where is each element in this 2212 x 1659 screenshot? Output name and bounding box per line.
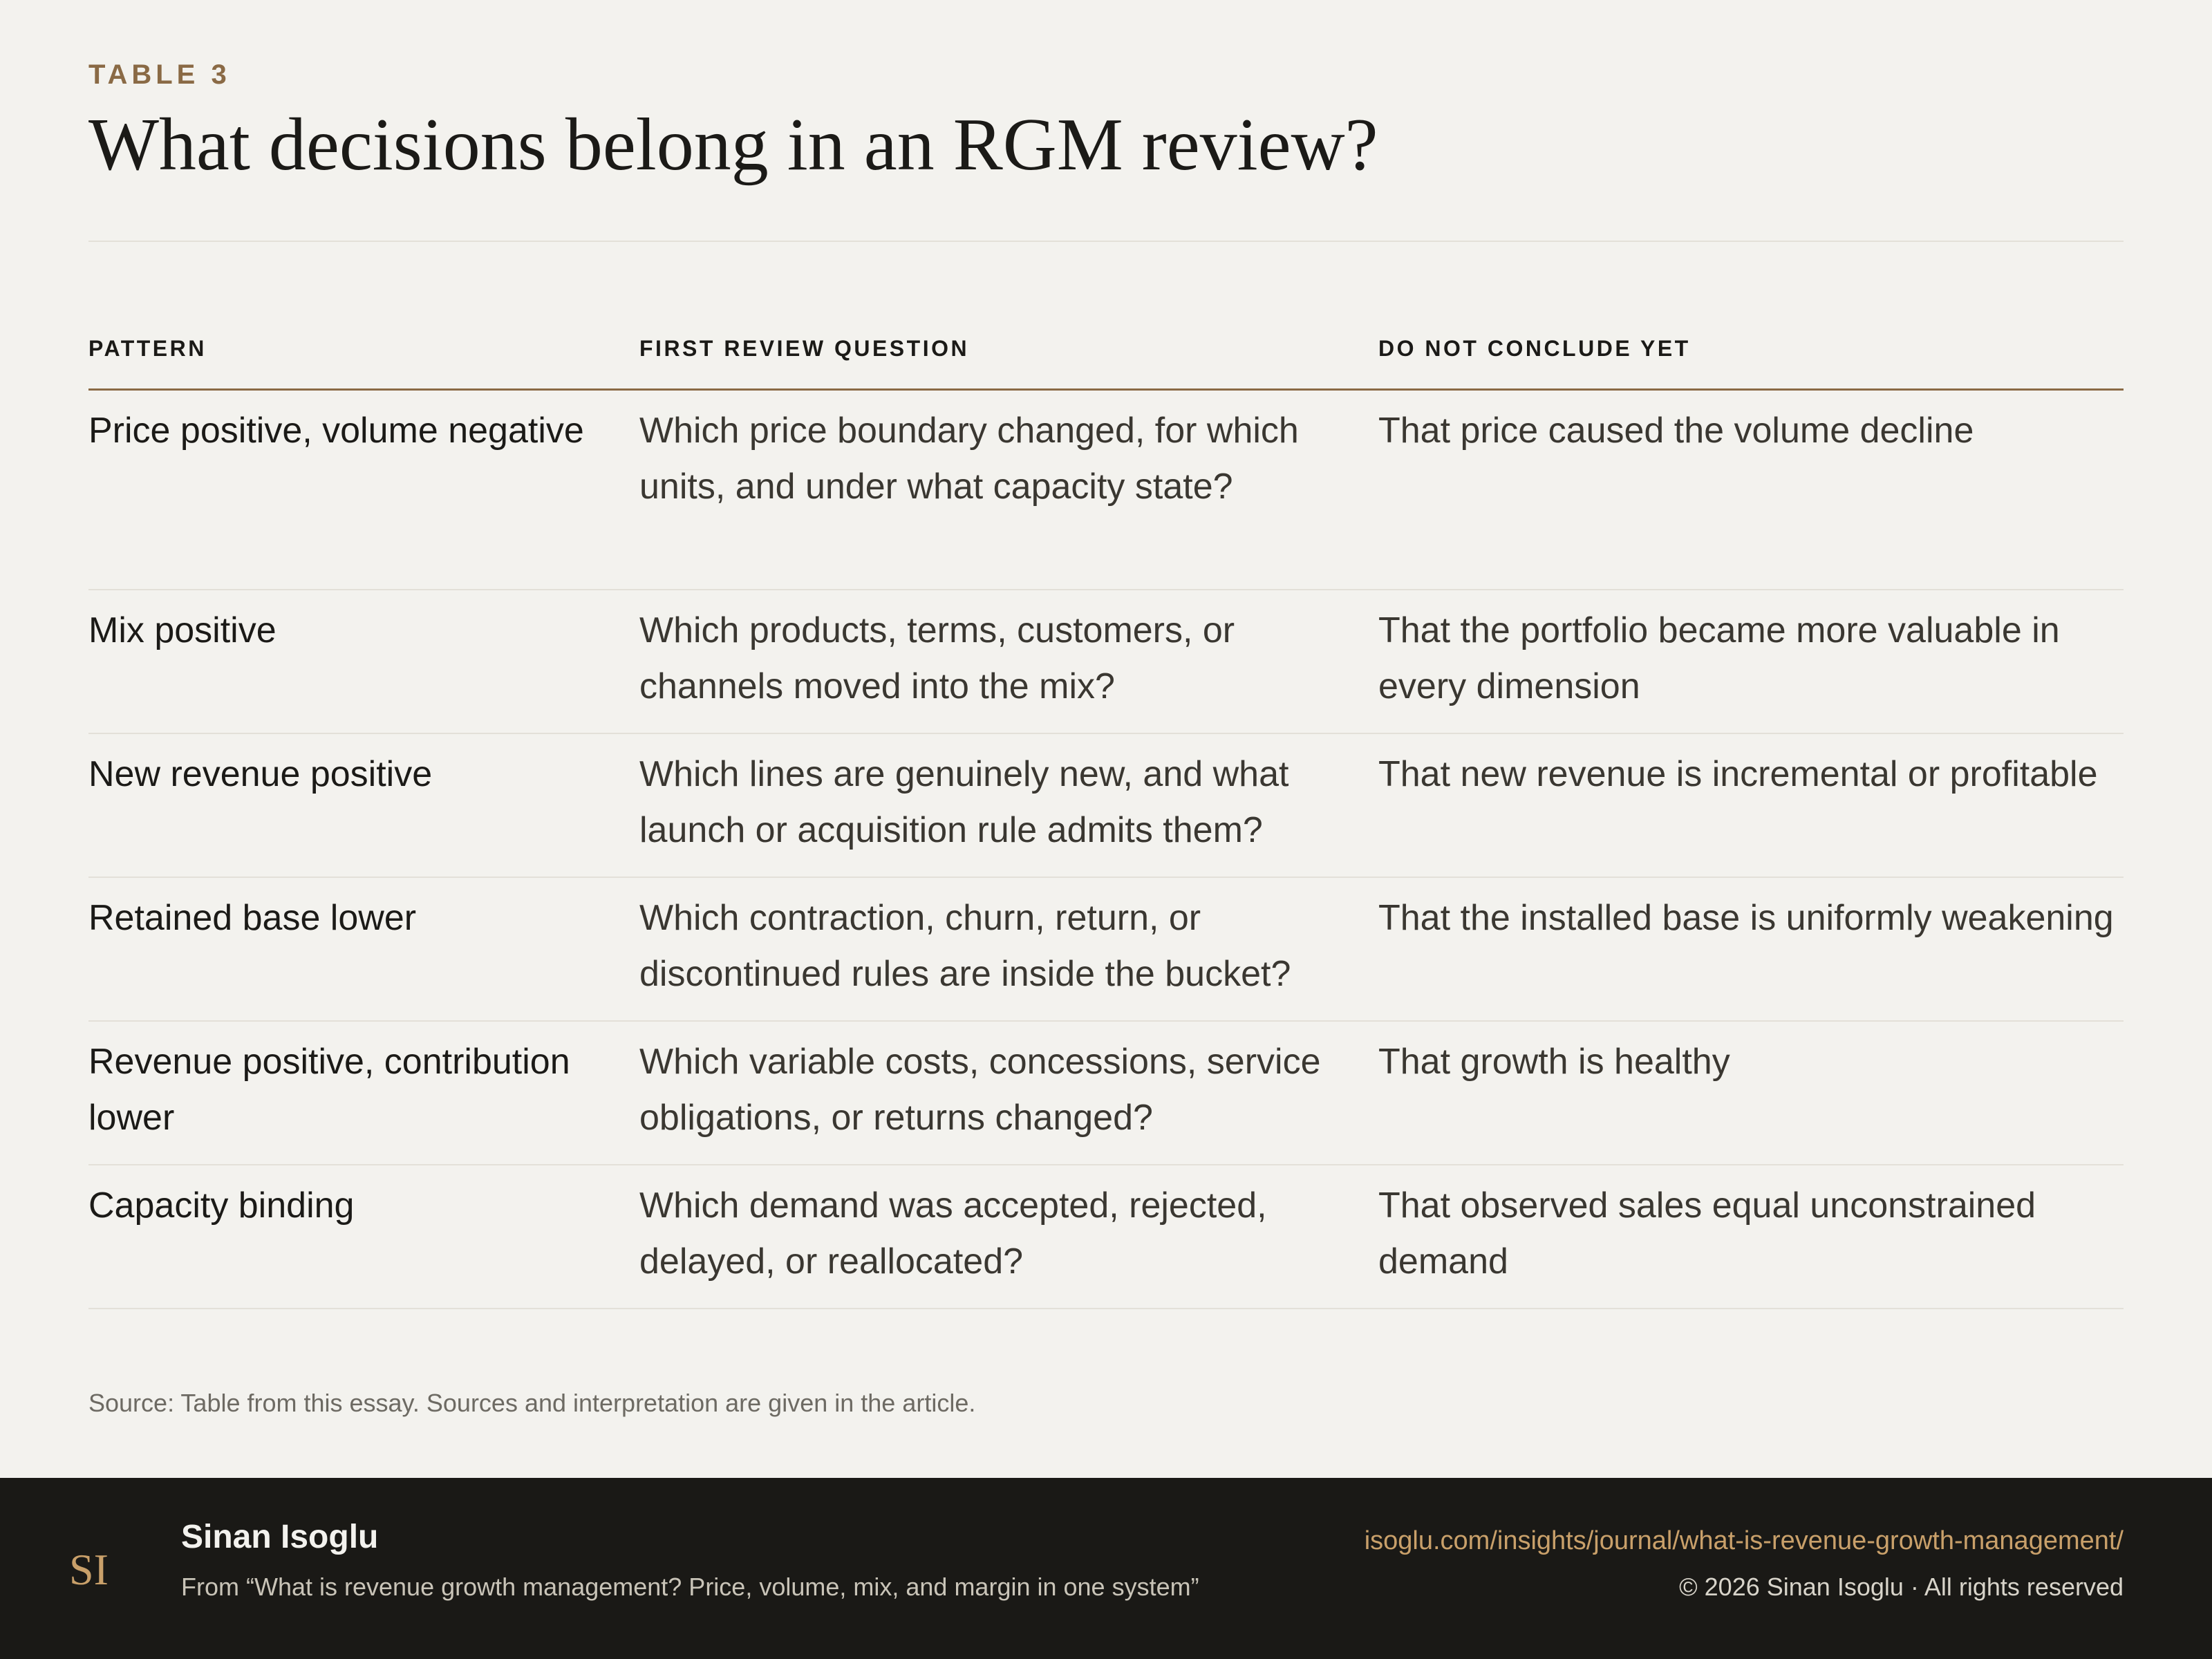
question-cell: Which products, terms, customers, or cha… xyxy=(639,610,1235,706)
table-row: Mix positive Which products, terms, cust… xyxy=(88,590,2124,734)
article-reference: From “What is revenue growth management?… xyxy=(181,1573,1199,1601)
pattern-cell: Price positive, volume negative xyxy=(88,411,584,451)
conclusion-cell: That observed sales equal unconstrained … xyxy=(1378,1185,2036,1282)
question-cell: Which variable costs, concessions, servi… xyxy=(639,1042,1321,1138)
pattern-cell: Revenue positive, contribution lower xyxy=(88,1042,570,1138)
footer: SI Sinan Isoglu From “What is revenue gr… xyxy=(0,1478,2212,1659)
question-cell: Which demand was accepted, rejected, del… xyxy=(639,1185,1267,1282)
copyright-notice: © 2026 Sinan Isoglu · All rights reserve… xyxy=(1679,1573,2124,1601)
table-eyebrow: TABLE 3 xyxy=(88,59,231,90)
decisions-table: PATTERN FIRST REVIEW QUESTION DO NOT CON… xyxy=(88,328,2124,1309)
article-link[interactable]: isoglu.com/insights/journal/what-is-reve… xyxy=(1364,1526,2124,1555)
monogram-logo-icon: SI xyxy=(69,1545,109,1594)
column-header-first-review-question: FIRST REVIEW QUESTION xyxy=(639,336,970,361)
title-divider xyxy=(88,241,2124,242)
table-row: Retained base lower Which contraction, c… xyxy=(88,878,2124,1022)
source-note: Source: Table from this essay. Sources a… xyxy=(88,1389,976,1417)
page-title: What decisions belong in an RGM review? xyxy=(88,104,1378,186)
author-name: Sinan Isoglu xyxy=(181,1519,379,1555)
pattern-cell: Capacity binding xyxy=(88,1185,355,1226)
pattern-cell: New revenue positive xyxy=(88,754,433,794)
conclusion-cell: That the portfolio became more valuable … xyxy=(1378,610,2060,706)
table-row: Revenue positive, contribution lower Whi… xyxy=(88,1022,2124,1165)
question-cell: Which contraction, churn, return, or dis… xyxy=(639,898,1291,994)
table-row: Price positive, volume negative Which pr… xyxy=(88,391,2124,590)
pattern-cell: Mix positive xyxy=(88,610,276,650)
table-row: New revenue positive Which lines are gen… xyxy=(88,734,2124,878)
conclusion-cell: That new revenue is incremental or profi… xyxy=(1378,754,2098,794)
conclusion-cell: That price caused the volume decline xyxy=(1378,411,1974,451)
pattern-cell: Retained base lower xyxy=(88,898,417,938)
conclusion-cell: That the installed base is uniformly wea… xyxy=(1378,898,2114,938)
table-header: PATTERN FIRST REVIEW QUESTION DO NOT CON… xyxy=(88,328,2124,391)
conclusion-cell: That growth is healthy xyxy=(1378,1042,1730,1082)
question-cell: Which lines are genuinely new, and what … xyxy=(639,754,1289,850)
column-header-do-not-conclude-yet: DO NOT CONCLUDE YET xyxy=(1378,336,1691,361)
column-header-pattern: PATTERN xyxy=(88,336,207,361)
table-row: Capacity binding Which demand was accept… xyxy=(88,1165,2124,1309)
question-cell: Which price boundary changed, for which … xyxy=(639,411,1299,507)
svg-text:SI: SI xyxy=(69,1545,109,1594)
